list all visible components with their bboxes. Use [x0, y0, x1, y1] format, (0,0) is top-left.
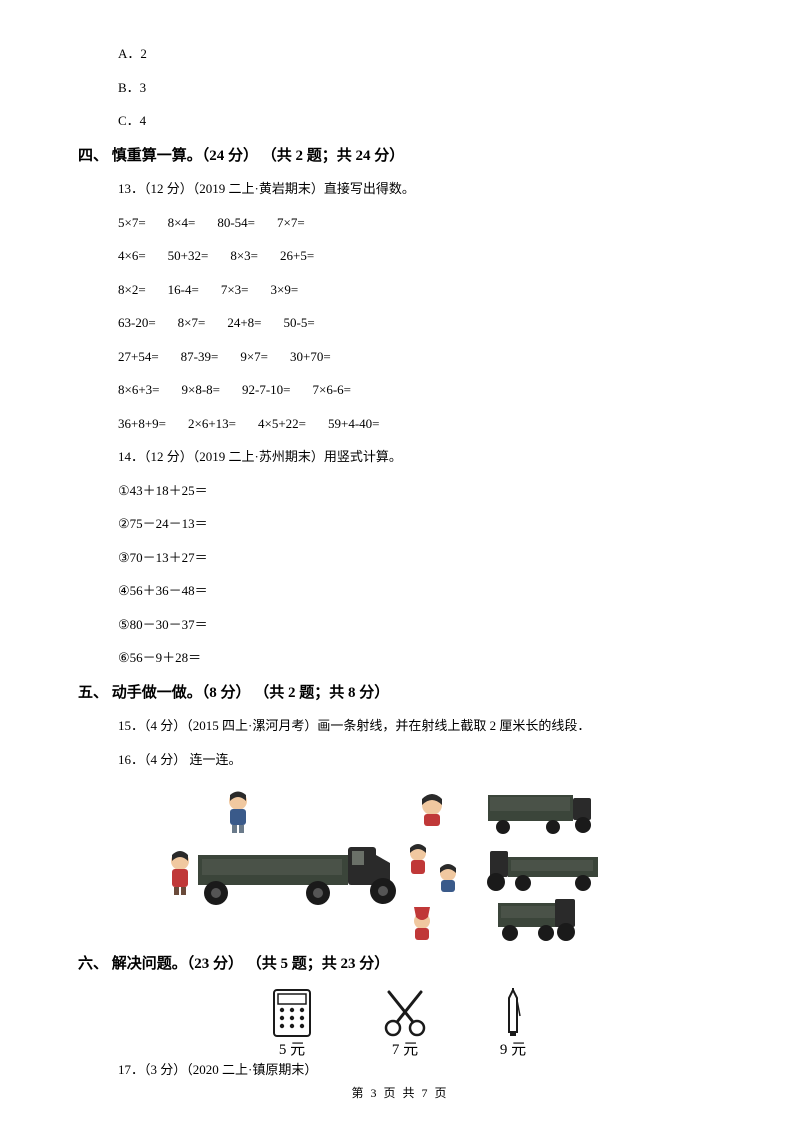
- section-4-heading: 四、 慎重算一算。（24 分） （共 2 题；共 24 分）: [78, 145, 702, 168]
- calc-cell: 30+70=: [290, 347, 331, 367]
- calc-cell: 9×8-8=: [182, 380, 221, 400]
- person-top-mid: [422, 794, 442, 826]
- matching-svg: [158, 783, 638, 943]
- calc-cell: 7×3=: [221, 280, 249, 300]
- q15-text: 15．（4 分）（2015 四上·漯河月考）画一条射线，并在射线上截取 2 厘米…: [118, 716, 702, 736]
- calc-cell: 59+4-40=: [328, 414, 380, 434]
- truck-right-mid: [487, 851, 598, 891]
- choice-c: C．4: [118, 111, 702, 131]
- calc-cell: 8×4=: [168, 213, 196, 233]
- q17-text: 17．（3 分）（2020 二上·镇原期末）: [118, 1060, 317, 1080]
- pen-price-text: 9 元: [500, 1042, 526, 1058]
- person-left-red: [171, 851, 189, 895]
- q14-intro: 14．（12 分）（2019 二上·苏州期末）用竖式计算。: [118, 447, 702, 467]
- calc-cell: 4×6=: [118, 246, 146, 266]
- calc-row: 63-20= 8×7= 24+8= 50-5=: [118, 313, 702, 333]
- calc-cell: 92-7-10=: [242, 380, 291, 400]
- person-mid-red1: [410, 844, 426, 874]
- items-row: 5 元 7 元 9 元: [98, 988, 702, 1060]
- scissors-item: 7 元: [373, 988, 437, 1060]
- calc-price-text: 5 元: [279, 1042, 305, 1058]
- calc-row: 36+8+9= 2×6+13= 4×5+22= 59+4-40=: [118, 414, 702, 434]
- calc-cell: 3×9=: [271, 280, 299, 300]
- calc-cell: 8×3=: [230, 246, 258, 266]
- calc-cell: 8×6+3=: [118, 380, 160, 400]
- calc-row: 4×6= 50+32= 8×3= 26+5=: [118, 246, 702, 266]
- truck-top-right: [488, 795, 591, 834]
- q14-items-block: ①43＋18＋25＝ ②75－24－13＝ ③70－13＋27＝ ④56＋36－48＝…: [98, 481, 702, 668]
- calc-cell: 5×7=: [118, 213, 146, 233]
- matching-figure: [158, 783, 702, 943]
- truck-left-big: [198, 847, 396, 905]
- calc-cell: 50-5=: [284, 313, 315, 333]
- calculator-item: 5 元: [262, 988, 322, 1060]
- q14-item: ③70－13＋27＝: [118, 548, 702, 568]
- calc-row: 8×6+3= 9×8-8= 92-7-10= 7×6-6=: [118, 380, 702, 400]
- person-mid-blue: [440, 864, 456, 892]
- person-top-left: [229, 792, 247, 834]
- q14-item: ⑤80－30－37＝: [118, 615, 702, 635]
- calc-cell: 7×6-6=: [313, 380, 352, 400]
- q14-item: ⑥56－9＋28＝: [118, 648, 702, 668]
- calc-cell: 50+32=: [168, 246, 209, 266]
- q13-intro: 13．（12 分）（2019 二上·黄岩期末）直接写出得数。: [118, 179, 702, 199]
- page-footer: 第 3 页 共 7 页: [0, 1084, 800, 1102]
- q14-item: ④56＋36－48＝: [118, 581, 702, 601]
- section-5-heading: 五、 动手做一做。（8 分） （共 2 题；共 8 分）: [78, 682, 702, 705]
- calc-rows-block: 5×7= 8×4= 80-54= 7×7= 4×6= 50+32= 8×3= 26+5= 8×2…: [98, 213, 702, 434]
- calc-row: 5×7= 8×4= 80-54= 7×7=: [118, 213, 702, 233]
- calc-row: 8×2= 16-4= 7×3= 3×9=: [118, 280, 702, 300]
- person-mid-red2: [414, 907, 430, 940]
- calc-row: 27+54= 87-39= 9×7= 30+70=: [118, 347, 702, 367]
- calc-cell: 4×5+22=: [258, 414, 306, 434]
- q16-text: 16．（4 分） 连一连。: [118, 750, 702, 770]
- calc-cell: 9×7=: [240, 347, 268, 367]
- choice-b: B．3: [118, 78, 702, 98]
- calc-cell: 16-4=: [168, 280, 199, 300]
- q14-item: ②75－24－13＝: [118, 514, 702, 534]
- calc-cell: 87-39=: [181, 347, 219, 367]
- calc-cell: 27+54=: [118, 347, 159, 367]
- q17-row: 17．（3 分）（2020 二上·镇原期末）: [98, 1060, 702, 1080]
- truck-right-bottom: [498, 899, 575, 941]
- calc-cell: 8×2=: [118, 280, 146, 300]
- calc-cell: 80-54=: [217, 213, 255, 233]
- pen-item: 9 元: [488, 988, 538, 1060]
- calc-cell: 26+5=: [280, 246, 314, 266]
- scissors-price-text: 7 元: [392, 1042, 418, 1058]
- section-6-heading: 六、 解决问题。（23 分） （共 5 题；共 23 分）: [78, 953, 702, 976]
- calc-cell: 7×7=: [277, 213, 305, 233]
- q14-item: ①43＋18＋25＝: [118, 481, 702, 501]
- calc-cell: 63-20=: [118, 313, 156, 333]
- calc-cell: 36+8+9=: [118, 414, 166, 434]
- choice-a: A．2: [118, 44, 702, 64]
- calc-cell: 24+8=: [227, 313, 261, 333]
- calc-cell: 8×7=: [178, 313, 206, 333]
- calc-cell: 2×6+13=: [188, 414, 236, 434]
